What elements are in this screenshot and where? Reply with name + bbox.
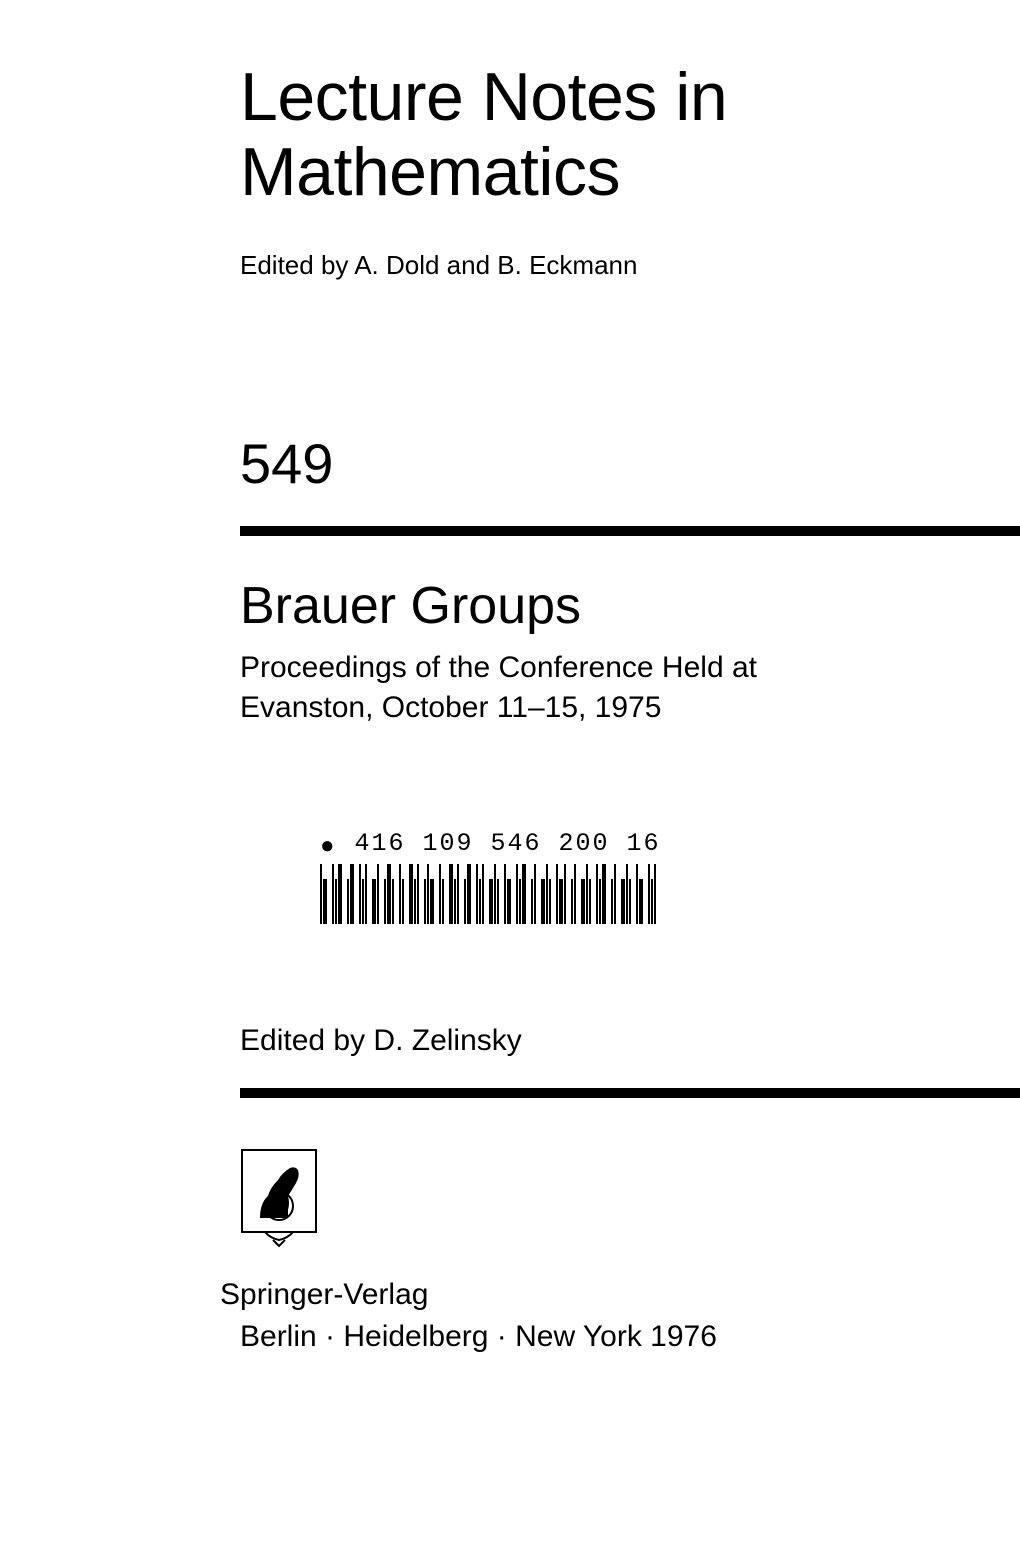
barcode-section: ● 416 109 546 200 16 bbox=[320, 829, 1020, 924]
series-title: Lecture Notes in Mathematics bbox=[240, 60, 1020, 210]
divider-top bbox=[240, 526, 1020, 536]
volume-number: 549 bbox=[240, 431, 1020, 496]
book-title: Brauer Groups bbox=[240, 576, 1020, 636]
subtitle-line2: Evanston, October 11–15, 1975 bbox=[240, 691, 661, 724]
publisher-name: Springer-Verlag bbox=[220, 1278, 1020, 1312]
series-editors: Edited by A. Dold and B. Eckmann bbox=[240, 250, 1020, 281]
publisher-logo: S bbox=[240, 1148, 318, 1248]
svg-text:S: S bbox=[272, 1197, 285, 1219]
series-title-line1: Lecture Notes in bbox=[240, 59, 727, 135]
barcode-number-row: ● 416 109 546 200 16 bbox=[320, 829, 1020, 858]
springer-knight-icon: S bbox=[240, 1148, 318, 1248]
publisher-location: Berlin · Heidelberg · New York 1976 bbox=[240, 1320, 1020, 1354]
book-subtitle: Proceedings of the Conference Held at Ev… bbox=[240, 648, 1020, 729]
series-title-line2: Mathematics bbox=[240, 134, 620, 210]
barcode-dot-icon: ● bbox=[320, 834, 335, 858]
barcode-numbers: 416 109 546 200 16 bbox=[355, 829, 661, 858]
volume-editor: Edited by D. Zelinsky bbox=[240, 1024, 1020, 1058]
subtitle-line1: Proceedings of the Conference Held at bbox=[240, 651, 757, 684]
barcode-bars bbox=[320, 864, 680, 924]
divider-bottom bbox=[240, 1088, 1020, 1098]
